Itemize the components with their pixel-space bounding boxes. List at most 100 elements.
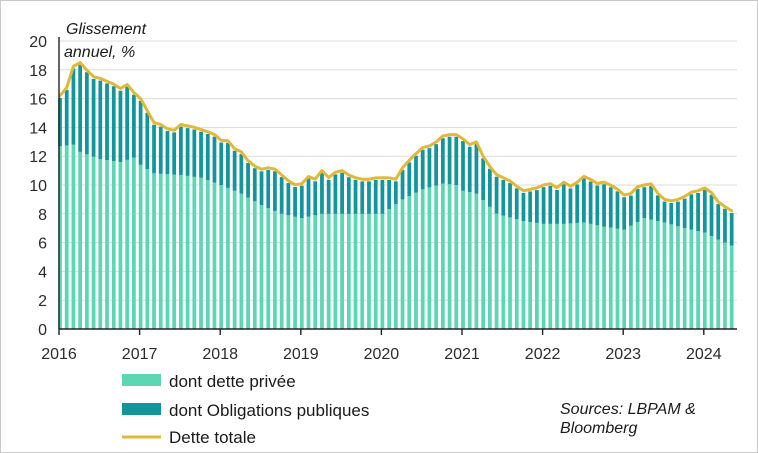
bar-public — [333, 174, 338, 214]
bar-public — [273, 171, 277, 211]
bar-public — [152, 124, 156, 174]
bar-private — [521, 221, 526, 329]
bar-private — [64, 145, 69, 329]
bar-public — [716, 204, 721, 240]
bar-private — [219, 185, 224, 329]
bar-private — [246, 197, 250, 329]
bar-private — [440, 183, 445, 329]
bar-public — [635, 188, 640, 222]
bar-private — [608, 227, 613, 329]
bar-public — [487, 168, 492, 207]
bar-public — [494, 176, 499, 214]
bar-public — [514, 188, 519, 220]
bar-public — [64, 89, 69, 146]
bar-private — [266, 208, 271, 329]
bar-public — [293, 187, 297, 217]
bar-private — [582, 222, 586, 329]
bar-public — [138, 100, 143, 165]
bar-public — [662, 201, 667, 223]
bar-public — [266, 169, 271, 209]
bar-public — [508, 183, 512, 218]
bar-public — [299, 185, 304, 219]
y-tick-label: 4 — [38, 264, 47, 281]
bar-public — [192, 129, 197, 177]
bar-public — [467, 146, 472, 193]
bar-public — [125, 86, 130, 160]
bar-public — [185, 128, 190, 176]
bar-public — [367, 181, 371, 214]
bar-public — [689, 194, 694, 230]
y-tick-label: 16 — [29, 92, 47, 109]
bar-public — [561, 184, 566, 224]
bar-public — [219, 142, 224, 185]
bar-public — [729, 213, 734, 246]
bar-public — [78, 64, 83, 152]
bar-private — [138, 164, 143, 329]
bar-private — [158, 173, 163, 329]
bar-private — [205, 180, 210, 329]
bar-public — [205, 133, 210, 181]
x-tick-label: 2023 — [605, 346, 641, 363]
bar-public — [474, 144, 479, 194]
bar-private — [555, 223, 559, 329]
y-axis-label-line2: annuel, % — [64, 44, 135, 61]
bar-private — [669, 224, 674, 329]
total-debt-line — [58, 61, 734, 213]
bar-public — [521, 192, 526, 221]
bar-public — [340, 172, 344, 214]
bar-private — [71, 144, 76, 329]
bar-public — [615, 191, 620, 229]
y-tick-label: 12 — [29, 149, 47, 166]
bar-public — [588, 181, 593, 224]
bar-private — [615, 228, 620, 329]
y-tick-label: 14 — [29, 120, 47, 137]
bar-private — [299, 218, 304, 329]
bar-private — [649, 219, 653, 329]
bar-private — [427, 187, 432, 329]
legend-label-public: dont Obligations publiques — [169, 401, 369, 420]
bar-public — [313, 181, 318, 216]
bar-public — [118, 90, 123, 162]
legend-swatch-public — [122, 403, 161, 415]
bar-private — [340, 213, 344, 329]
bar-public — [696, 192, 700, 232]
bar-private — [689, 229, 694, 329]
bar-private — [380, 213, 385, 329]
x-tick-label: 2019 — [283, 346, 319, 363]
bar-public — [387, 180, 391, 209]
bar-private — [118, 161, 123, 329]
bar-public — [91, 78, 96, 157]
bar-private — [454, 184, 459, 329]
bar-public — [165, 131, 170, 175]
bar-private — [541, 223, 546, 329]
bar-public — [158, 126, 163, 174]
bar-private — [165, 174, 170, 329]
bar-public — [608, 187, 613, 228]
bar-public — [702, 190, 707, 233]
bar-private — [508, 217, 512, 329]
bar-private — [179, 174, 183, 329]
bar-public — [481, 158, 486, 201]
legend: dont dette privée dont Obligations publi… — [122, 372, 369, 447]
bar-private — [84, 154, 89, 329]
bar-public — [58, 97, 62, 147]
bar-private — [635, 221, 640, 329]
bar-private — [642, 218, 647, 329]
y-tick-label: 0 — [38, 322, 47, 339]
y-tick-label: 8 — [38, 207, 47, 224]
bar-public — [501, 179, 506, 216]
source-line2: Bloomberg — [560, 420, 637, 437]
bar-private — [152, 173, 156, 329]
bar-private — [387, 209, 391, 329]
bar-public — [306, 178, 311, 217]
bar-private — [58, 146, 62, 329]
bar-private — [279, 213, 284, 329]
bar-public — [252, 168, 257, 202]
bar-private — [696, 231, 700, 329]
bar-public — [575, 184, 580, 223]
y-tick-label: 6 — [38, 236, 47, 253]
bar-private — [313, 215, 318, 329]
bar-public — [682, 198, 687, 229]
bar-public — [676, 201, 680, 227]
bar-public — [320, 172, 324, 214]
